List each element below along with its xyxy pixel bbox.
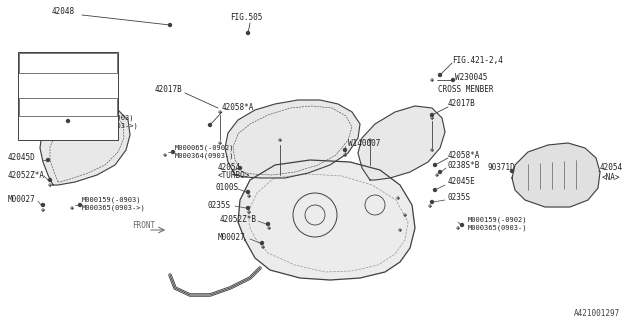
- Text: M000364(0903->): M000364(0903->): [75, 123, 139, 129]
- Polygon shape: [512, 143, 600, 207]
- Text: 90371D: 90371D: [488, 164, 516, 172]
- Text: 42058*A: 42058*A: [222, 103, 254, 113]
- Circle shape: [172, 150, 175, 154]
- Text: 42048: 42048: [52, 7, 75, 17]
- Text: 0235S: 0235S: [448, 194, 471, 203]
- Text: W140007: W140007: [348, 139, 380, 148]
- Circle shape: [433, 188, 436, 191]
- Text: FIG.505: FIG.505: [230, 13, 262, 22]
- Circle shape: [266, 222, 269, 226]
- Circle shape: [344, 148, 346, 151]
- Circle shape: [438, 74, 442, 76]
- Circle shape: [511, 170, 513, 172]
- Bar: [19, 98, 117, 116]
- Circle shape: [246, 31, 250, 35]
- Circle shape: [451, 78, 454, 82]
- Circle shape: [47, 158, 49, 162]
- Circle shape: [239, 166, 241, 170]
- Circle shape: [246, 190, 250, 194]
- Text: 42045D: 42045D: [8, 154, 36, 163]
- Circle shape: [246, 206, 250, 210]
- Polygon shape: [40, 105, 130, 185]
- Text: M000159(-0902): M000159(-0902): [468, 217, 527, 223]
- Text: 0238S*B: 0238S*B: [448, 161, 481, 170]
- Circle shape: [49, 179, 51, 181]
- Text: <TURBO>: <TURBO>: [218, 172, 250, 180]
- Text: ⚠ WARNING: ⚠ WARNING: [47, 59, 89, 68]
- Text: 42052Z*B: 42052Z*B: [220, 215, 257, 225]
- Text: FRONT: FRONT: [132, 221, 155, 230]
- Text: <NA>: <NA>: [602, 173, 621, 182]
- Text: 42054: 42054: [218, 164, 241, 172]
- Text: M00027: M00027: [8, 196, 36, 204]
- Text: 42045E: 42045E: [448, 178, 476, 187]
- Text: M000159(-0903): M000159(-0903): [82, 197, 141, 203]
- Text: 0235S: 0235S: [208, 201, 231, 210]
- Text: 42058*A: 42058*A: [448, 150, 481, 159]
- Text: FIG.421-2,4: FIG.421-2,4: [452, 55, 503, 65]
- Circle shape: [461, 223, 463, 227]
- Circle shape: [260, 242, 264, 244]
- Circle shape: [42, 204, 45, 206]
- Text: M000364(0903-): M000364(0903-): [175, 153, 234, 159]
- Text: 42054: 42054: [600, 164, 623, 172]
- Text: 42017B: 42017B: [448, 100, 476, 108]
- Text: 42052Z*A: 42052Z*A: [8, 171, 45, 180]
- Circle shape: [431, 114, 433, 116]
- Text: 42017B: 42017B: [155, 85, 183, 94]
- Polygon shape: [358, 106, 445, 180]
- Circle shape: [168, 23, 172, 27]
- Text: CROSS MENBER: CROSS MENBER: [438, 85, 493, 94]
- Circle shape: [433, 164, 436, 166]
- Text: A421001297: A421001297: [573, 309, 620, 318]
- Circle shape: [79, 204, 81, 206]
- Polygon shape: [225, 100, 360, 178]
- Text: M000365(0903-): M000365(0903-): [468, 225, 527, 231]
- Text: M000365(0903->): M000365(0903->): [82, 205, 146, 211]
- Text: M000065(-0902): M000065(-0902): [175, 145, 234, 151]
- Text: M00027: M00027: [218, 234, 246, 243]
- Circle shape: [209, 124, 211, 126]
- Text: M000065<-0903): M000065<-0903): [75, 115, 134, 121]
- Bar: [18, 52, 118, 140]
- Text: 0100S: 0100S: [215, 183, 238, 193]
- Bar: [19, 53, 117, 73]
- Circle shape: [67, 119, 70, 123]
- Text: ⚠ AVERTISSEMENT: ⚠ AVERTISSEMENT: [40, 105, 96, 109]
- Circle shape: [431, 201, 433, 204]
- Circle shape: [438, 171, 442, 173]
- Polygon shape: [238, 160, 415, 280]
- Text: W230045: W230045: [455, 74, 488, 83]
